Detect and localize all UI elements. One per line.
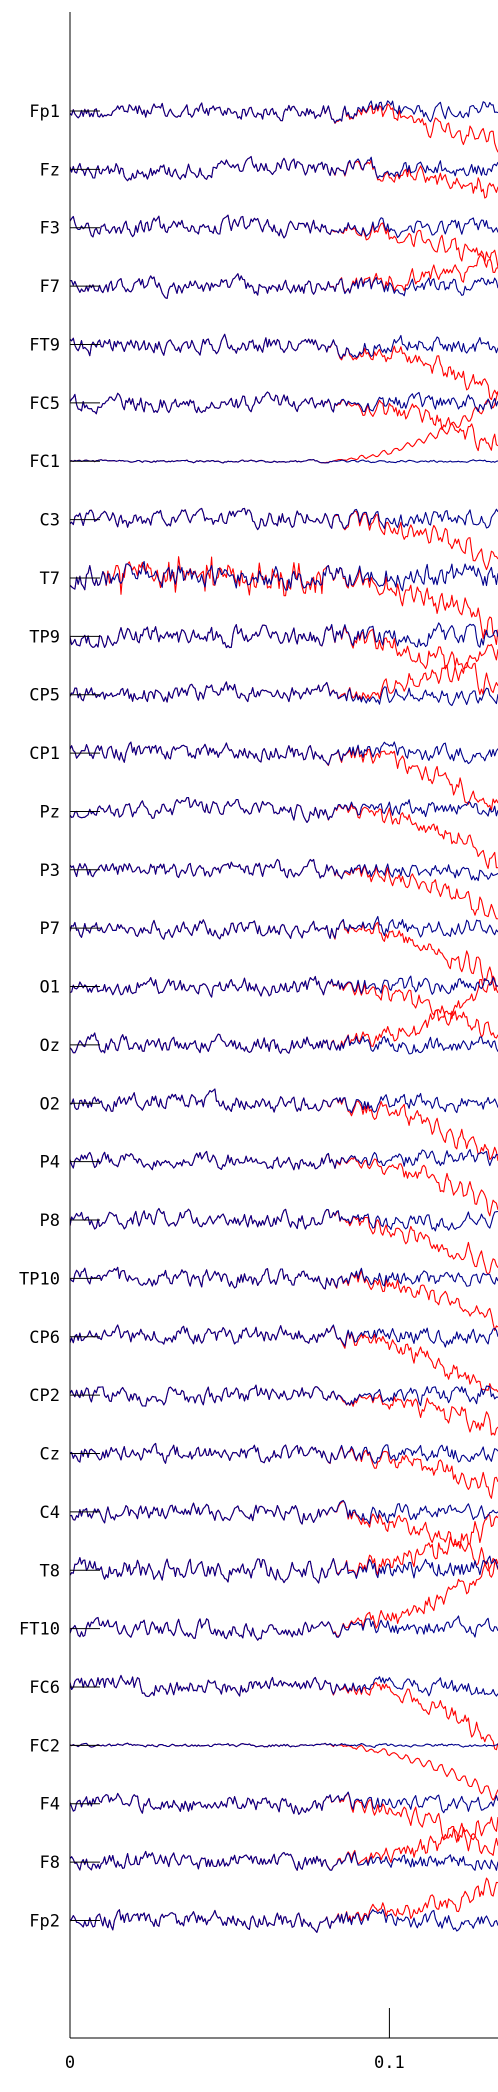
trace-blue-cp5 [69,681,498,707]
trace-blue-p4 [69,1149,498,1171]
x-axis-ticks: 0 0.1 [65,2008,405,2073]
trace-blue-f4 [69,1791,498,1815]
trace-blue-p3 [69,858,498,882]
trace-red-t7 [69,556,498,646]
trace-red-fp2 [69,1877,498,1933]
trace-red-cz [69,1442,498,1499]
trace-blue-pz [69,797,498,823]
trace-blue-cp2 [69,1384,498,1407]
series-blue-traces [69,100,498,1933]
channel-label-cz: Cz [40,1445,60,1465]
channel-label-f4: F4 [40,1795,60,1815]
trace-blue-f7 [69,273,498,299]
channel-label-f8: F8 [40,1853,60,1873]
trace-blue-fc6 [69,1674,498,1697]
channel-label-pz: Pz [40,802,60,822]
x-tick-label-1: 0.1 [374,2053,405,2073]
channel-label-tp10: TP10 [19,1269,60,1289]
channel-label-cp2: CP2 [29,1386,60,1406]
channel-label-fc1: FC1 [29,452,60,472]
trace-blue-f8 [69,1850,498,1871]
channel-label-fp2: Fp2 [29,1911,60,1931]
channel-label-ft10: FT10 [19,1620,60,1640]
channel-labels: Fp1 Fz F3 F7 FT9 FC5 FC1 C3 T7 TP9 CP5 CP1 Pz P3 P7 O1 O… [19,102,60,1931]
channel-label-t7: T7 [40,569,60,589]
trace-red-c4 [69,1500,498,1572]
trace-blue-c3 [69,507,498,531]
channel-label-fc2: FC2 [29,1736,60,1756]
channel-label-o2: O2 [40,1094,60,1114]
channel-label-oz: Oz [40,1036,60,1056]
trace-red-o2 [69,1088,498,1161]
channel-label-c4: C4 [40,1503,60,1523]
trace-blue-fc1 [69,458,498,464]
trace-red-cp1 [69,741,498,811]
trace-blue-p7 [69,915,498,940]
channel-label-cp1: CP1 [29,744,60,764]
trace-blue-tp9 [69,622,498,649]
trace-red-t8 [69,1513,498,1584]
channel-label-fc5: FC5 [29,394,60,414]
channel-label-p7: P7 [40,919,60,939]
trace-blue-fc2 [69,1742,498,1749]
trace-red-fc5 [69,391,498,452]
channel-label-p8: P8 [40,1211,60,1231]
channel-label-p4: P4 [40,1153,60,1173]
channel-label-o1: O1 [40,978,60,998]
trace-blue-ft9 [69,333,498,359]
trace-blue-o1 [69,975,498,998]
x-tick-label-0: 0 [65,2053,75,2073]
channel-label-c3: C3 [40,511,60,531]
channel-label-cp6: CP6 [29,1328,60,1348]
channel-label-t8: T8 [40,1561,60,1581]
trace-red-tp9 [69,624,498,695]
trace-blue-p8 [69,1207,498,1232]
trace-blue-f3 [69,214,498,239]
trace-blue-oz [69,1032,498,1055]
trace-red-f4 [69,1791,498,1856]
channel-baselines [70,110,100,1921]
channel-label-fp1: Fp1 [29,102,60,122]
trace-blue-c4 [69,1499,498,1525]
channel-label-tp9: TP9 [29,627,60,647]
channel-label-fc6: FC6 [29,1678,60,1698]
trace-blue-fz [69,155,498,182]
trace-red-o1 [69,975,498,1039]
trace-blue-cp6 [69,1324,498,1348]
channel-label-p3: P3 [40,861,60,881]
trace-blue-fc5 [69,391,498,415]
trace-blue-cz [69,1442,498,1464]
trace-red-f3 [69,214,498,273]
trace-red-f7 [69,249,498,299]
trace-blue-fp2 [69,1908,498,1933]
trace-blue-t8 [69,1555,498,1584]
trace-red-fc2 [69,1742,498,1801]
channel-label-f7: F7 [40,277,60,297]
channel-label-fz: Fz [40,160,60,180]
trace-blue-t7 [69,560,498,592]
trace-blue-o2 [69,1088,498,1114]
channel-label-f3: F3 [40,219,60,239]
trace-blue-cp1 [69,741,498,766]
trace-blue-fp1 [69,100,498,124]
channel-label-ft9: FT9 [29,335,60,355]
trace-blue-tp10 [69,1266,498,1290]
trace-blue-ft10 [69,1615,498,1641]
channel-label-cp5: CP5 [29,686,60,706]
series-red-traces [69,102,498,1933]
